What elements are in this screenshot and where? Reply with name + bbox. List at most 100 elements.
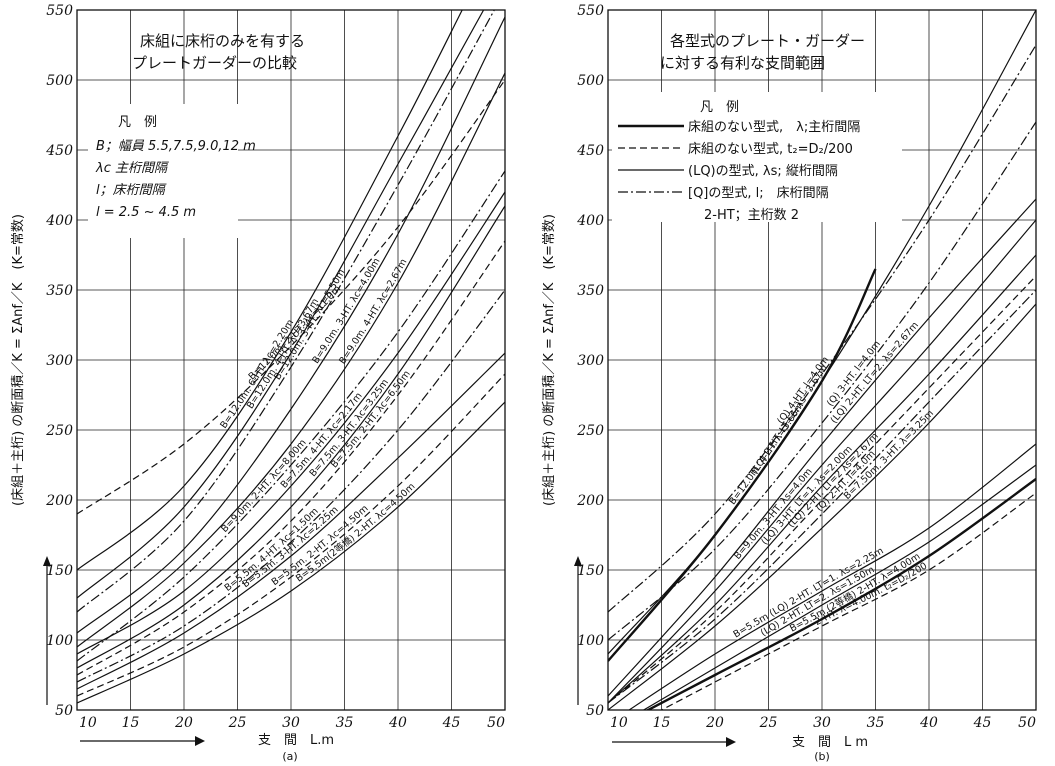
x-tick-label: 50 — [487, 715, 505, 731]
title-line: 床組に床桁のみを有する — [140, 32, 305, 50]
y-tick-label: 50 — [55, 703, 73, 719]
y-tick-label: 50 — [586, 703, 604, 719]
plot-frame — [76, 9, 506, 711]
y-tick-label: 250 — [45, 423, 73, 439]
legend-heading: 凡 例 — [700, 100, 739, 115]
y-tick-label: 450 — [45, 143, 73, 159]
series-group — [608, 10, 1036, 710]
title-line: 各型式のプレート・ガーダー — [670, 32, 865, 50]
series-line — [77, 16, 505, 634]
x-axis-arrowhead — [195, 736, 205, 746]
panel-caption: (a) — [282, 750, 297, 763]
y-tick-label: 400 — [45, 213, 73, 229]
y-tick-label: 400 — [576, 213, 604, 229]
y-axis-label: (床組＋主桁) の断面積／K = ΣAnf／K (K=常数) — [542, 214, 557, 506]
series-label: (LQ) 2-HT. LT=2. λs=2.67m — [829, 320, 921, 426]
series-group — [77, 10, 505, 704]
series-line — [77, 10, 463, 571]
series-label: (Q) 4-HT. l=4.0m — [775, 355, 831, 427]
series-label: B=7.5m. 3-HT. λc=3.25m — [308, 377, 391, 479]
y-tick-label: 200 — [576, 493, 604, 509]
series-line — [642, 464, 1036, 710]
y-tick-label: 450 — [576, 143, 604, 159]
legend-bg — [88, 104, 238, 238]
x-tick-label: 40 — [919, 715, 938, 731]
series-line — [77, 79, 505, 515]
y-tick-label: 200 — [45, 493, 73, 509]
series-line — [77, 289, 505, 683]
y-tick-label: 100 — [577, 633, 604, 649]
y-tick-label: 550 — [577, 3, 604, 19]
legend-entry: 2-HT；主桁数 2 — [704, 208, 799, 223]
series-line — [77, 401, 505, 704]
title-line: に対する有利な支間範囲 — [660, 54, 825, 72]
x-tick-label: 35 — [336, 715, 354, 731]
legend-line: l = 2.5 ~ 4.5 m — [96, 205, 196, 220]
x-tick-label: 25 — [228, 715, 247, 731]
legend-heading: 凡 例 — [118, 115, 157, 130]
series-line — [77, 373, 505, 697]
series-line — [77, 170, 505, 662]
series-line — [608, 303, 1036, 710]
x-tick-label: 20 — [705, 715, 724, 731]
series-line — [645, 478, 1036, 710]
series-line — [608, 219, 1036, 704]
x-axis-arrowhead — [726, 737, 736, 747]
plot-frame — [607, 9, 1037, 711]
series-label: B=9.0m. 2-HT. λc=8.00m — [219, 437, 308, 534]
y-axis-arrowhead — [43, 556, 51, 566]
x-axis-label: 支 間 L m — [792, 735, 868, 750]
series-line — [628, 443, 1036, 710]
legend-line: λc 主桁間隔 — [95, 161, 169, 176]
y-tick-label: 300 — [46, 353, 73, 369]
x-tick-label: 10 — [79, 715, 97, 731]
x-tick-label: 15 — [653, 715, 671, 731]
series-line — [608, 268, 877, 662]
legend-entry: 床組のない型式, λ;主桁間隔 — [688, 120, 860, 135]
series-line — [77, 352, 505, 690]
series-line — [608, 121, 1036, 641]
y-axis-label: (床組＋主桁) の断面積／K = ΣAnf／K (K=常数) — [11, 214, 26, 506]
series-line — [77, 240, 505, 676]
y-tick-label: 550 — [46, 3, 73, 19]
legend: 凡 例 B；幅員 5.5,7.5,9.0,12 m λc 主桁間隔 l；床桁間隔 l =… — [88, 104, 256, 238]
series-line — [77, 10, 495, 613]
series-line — [77, 191, 505, 655]
x-tick-label: 45 — [973, 715, 992, 731]
panel-caption: (b) — [814, 750, 830, 763]
x-tick-label: 45 — [442, 715, 461, 731]
chart-panel-a: 10 15 20 25 30 35 40 45 50 50 100 150 200 250 300 350 40… — [11, 3, 506, 763]
y-tick-label: 150 — [46, 563, 73, 579]
series-line — [608, 254, 1036, 704]
legend-line: l；床桁間隔 — [96, 183, 167, 198]
grid — [76, 9, 506, 711]
legend-line: B；幅員 5.5,7.5,9.0,12 m — [96, 139, 256, 154]
series-line — [608, 198, 1036, 697]
y-tick-label: 500 — [46, 73, 73, 89]
legend-bg — [612, 92, 902, 222]
series-line — [660, 492, 1036, 710]
x-tick-label: 15 — [122, 715, 140, 731]
y-axis-arrowhead — [574, 556, 582, 566]
x-tick-label: 30 — [282, 715, 300, 731]
x-axis-label: 支 間 L.m — [258, 733, 334, 748]
y-tick-label: 150 — [577, 563, 604, 579]
x-tick-label: 30 — [813, 715, 831, 731]
y-tick-label: 100 — [46, 633, 73, 649]
series-line — [77, 10, 485, 599]
series-line — [77, 72, 505, 648]
y-tick-label: 350 — [46, 283, 73, 299]
x-tick-label: 40 — [388, 715, 407, 731]
x-tick-label: 20 — [174, 715, 193, 731]
series-line — [77, 205, 505, 669]
series-line — [608, 289, 1036, 704]
x-tick-label: 25 — [759, 715, 778, 731]
legend-entry: 床組のない型式, t₂=D₂/200 — [688, 142, 853, 157]
y-tick-label: 300 — [577, 353, 604, 369]
title-line: プレートガーダーの比較 — [132, 54, 297, 72]
x-tick-label: 10 — [610, 715, 628, 731]
